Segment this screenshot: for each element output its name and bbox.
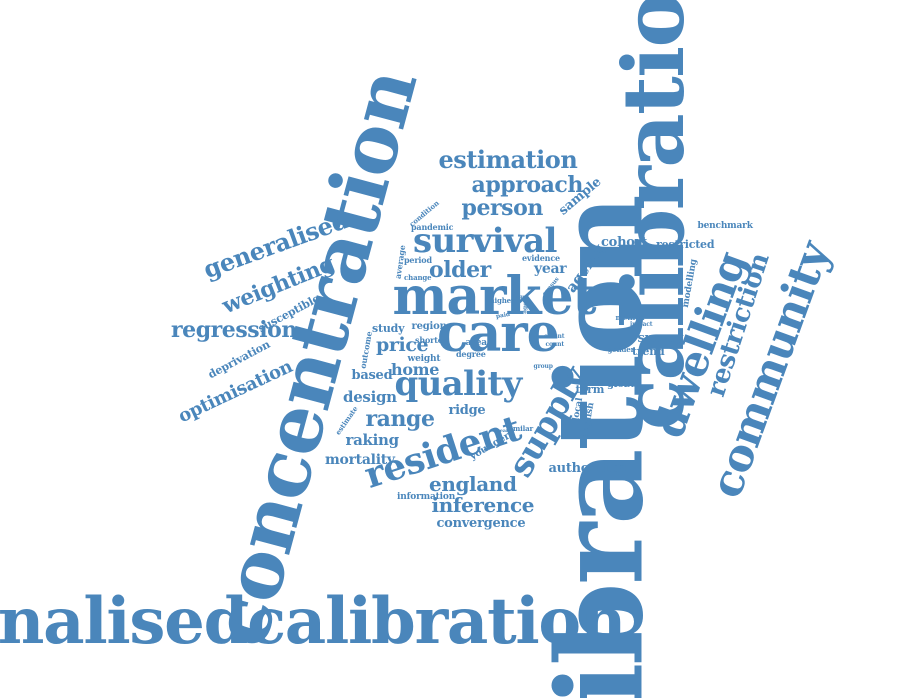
word-mortality: mortality [325,452,395,468]
word-higher: higher [489,295,515,305]
word-shorter: shorter [415,335,447,345]
word-area: area [465,337,488,348]
word-authorities: authorities [548,460,627,476]
word-study: study [372,321,405,335]
word-benchmark: benchmark [697,220,753,231]
word-market: market [392,266,597,327]
word-survey: survey [637,330,684,346]
word-information: information [397,491,456,502]
word-older: older [429,257,491,283]
word-range: range [365,406,435,432]
word-cohort: cohort [601,234,648,250]
word-year: year [534,261,567,277]
word-raking: raking [345,430,400,449]
word-extent: extent [544,333,565,340]
word-trend: trend [632,344,665,358]
word-design: design [343,387,397,406]
word-care: care [437,303,560,364]
word-price: price [376,333,429,356]
word-period: period [404,255,432,265]
word-penalisedcalibration: penalisedcalibration [0,584,626,659]
word-gender: gender [607,344,635,354]
word-survival: survival [413,221,557,261]
word-restricted: restricted [656,237,715,251]
word-england: england [429,472,517,496]
word-inference: inference [431,493,535,517]
word-impact: impact [630,321,653,328]
word-convergence: convergence [436,515,526,531]
word-pandemic: pandemic [411,222,454,232]
word-based: based [351,367,393,383]
word-regression: regression [171,317,297,343]
word-similar: similar [506,423,534,433]
word-approach: approach [471,172,584,198]
word-home: home [391,360,440,379]
word-degree: degree [456,349,486,359]
word-count: count [545,341,565,348]
word-age: age [516,293,526,300]
word-evidence: evidence [522,253,560,263]
word-estimation: estimation [438,145,578,174]
word-wear: wear [495,427,509,434]
word-global: global [607,379,641,390]
word-weight: weight [407,353,441,364]
word-ridge: ridge [448,402,486,418]
word-term: term [575,382,605,396]
word-person: person [461,195,544,221]
word-quality: quality [394,364,523,404]
word-region: region [411,321,447,332]
word-method: method [615,312,645,322]
word-group: group [533,363,553,370]
word-change: change [404,272,432,282]
